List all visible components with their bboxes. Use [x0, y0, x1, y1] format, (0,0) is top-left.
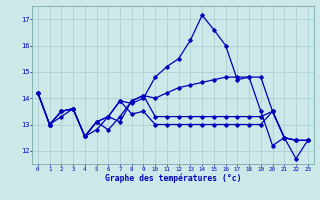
X-axis label: Graphe des températures (°c): Graphe des températures (°c) [105, 173, 241, 183]
